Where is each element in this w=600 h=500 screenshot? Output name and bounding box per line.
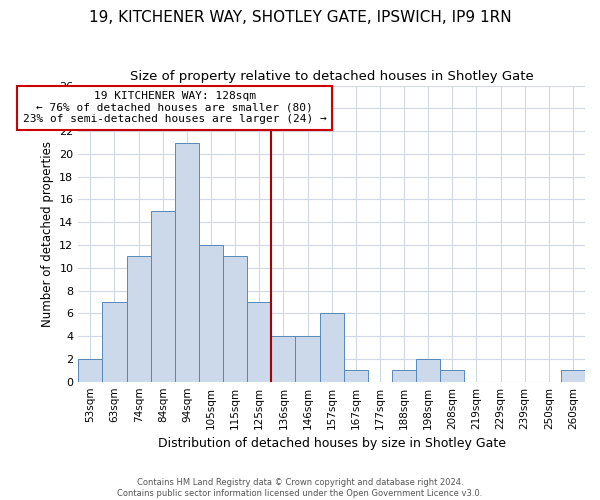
- Bar: [127, 256, 151, 382]
- Bar: [320, 314, 344, 382]
- Bar: [392, 370, 416, 382]
- Bar: [223, 256, 247, 382]
- Text: 19 KITCHENER WAY: 128sqm
← 76% of detached houses are smaller (80)
23% of semi-d: 19 KITCHENER WAY: 128sqm ← 76% of detach…: [23, 92, 326, 124]
- Bar: [416, 359, 440, 382]
- Bar: [103, 302, 127, 382]
- Bar: [344, 370, 368, 382]
- Bar: [271, 336, 295, 382]
- Bar: [175, 142, 199, 382]
- X-axis label: Distribution of detached houses by size in Shotley Gate: Distribution of detached houses by size …: [158, 437, 506, 450]
- Title: Size of property relative to detached houses in Shotley Gate: Size of property relative to detached ho…: [130, 70, 533, 83]
- Text: 19, KITCHENER WAY, SHOTLEY GATE, IPSWICH, IP9 1RN: 19, KITCHENER WAY, SHOTLEY GATE, IPSWICH…: [89, 10, 511, 25]
- Bar: [561, 370, 585, 382]
- Text: Contains HM Land Registry data © Crown copyright and database right 2024.
Contai: Contains HM Land Registry data © Crown c…: [118, 478, 482, 498]
- Bar: [440, 370, 464, 382]
- Bar: [199, 245, 223, 382]
- Bar: [295, 336, 320, 382]
- Bar: [247, 302, 271, 382]
- Bar: [79, 359, 103, 382]
- Bar: [151, 211, 175, 382]
- Y-axis label: Number of detached properties: Number of detached properties: [41, 140, 53, 326]
